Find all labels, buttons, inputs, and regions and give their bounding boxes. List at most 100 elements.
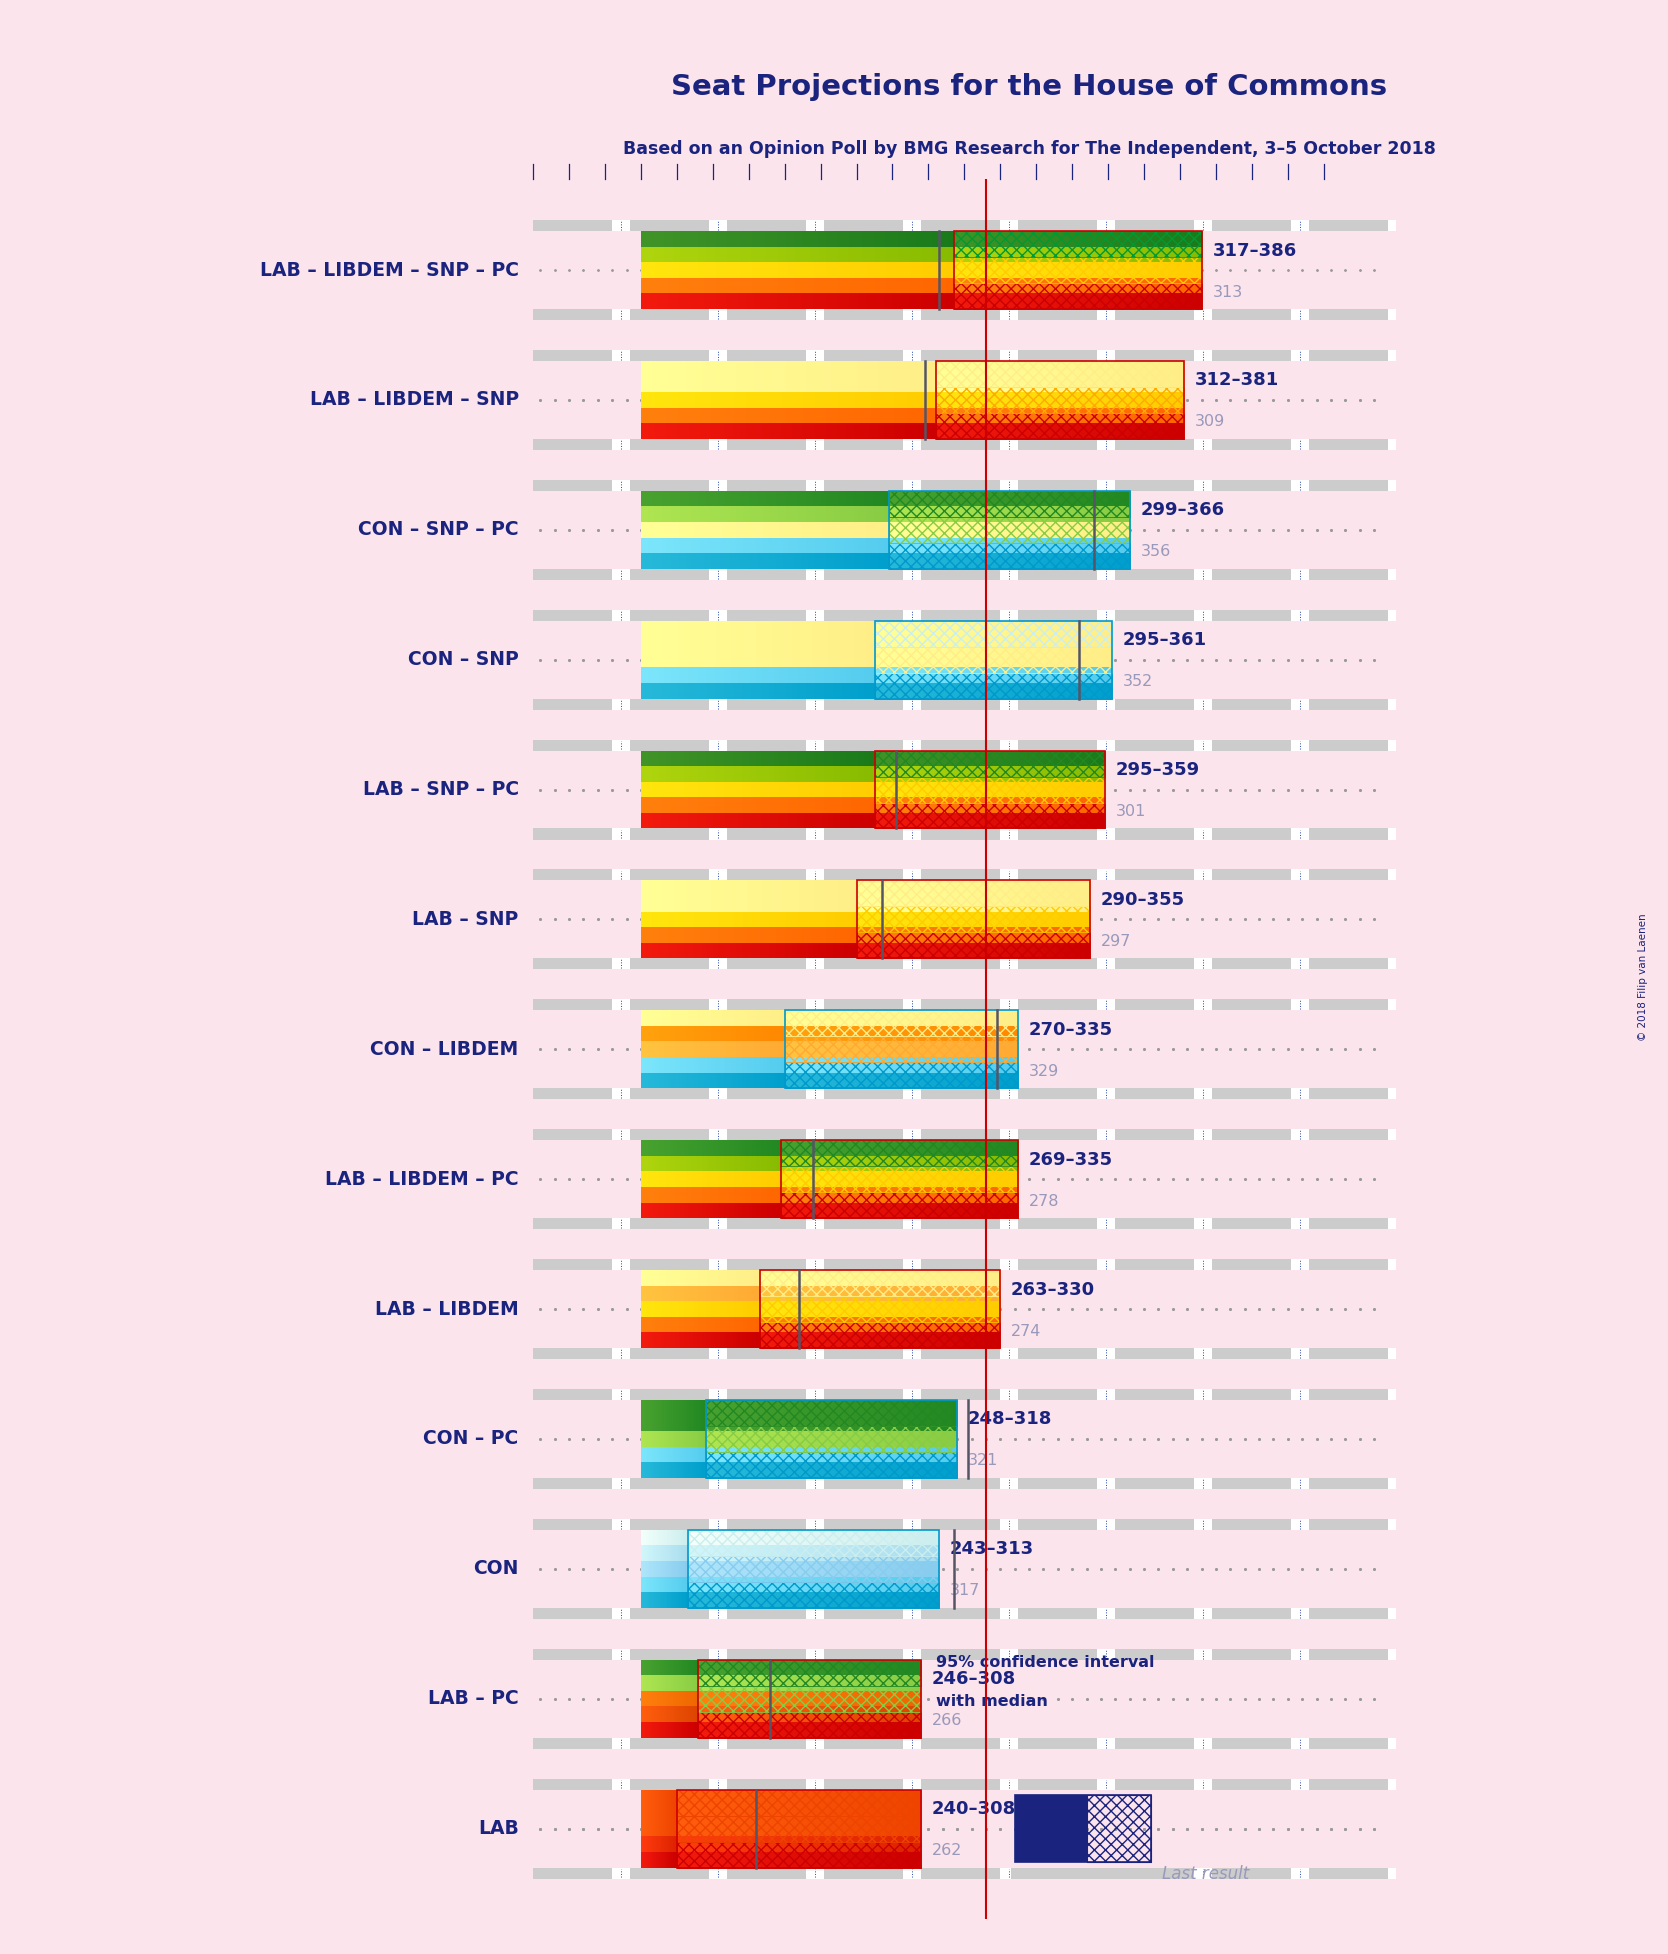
Bar xyxy=(882,1790,884,1805)
Bar xyxy=(781,1546,782,1561)
Bar xyxy=(1017,1217,1098,1229)
Bar xyxy=(767,1399,769,1415)
Bar xyxy=(922,1202,926,1217)
Bar xyxy=(714,490,717,506)
Bar xyxy=(899,522,902,537)
Bar xyxy=(704,361,706,377)
Bar xyxy=(841,1399,842,1415)
Bar xyxy=(964,490,966,506)
Bar xyxy=(736,928,737,942)
Bar xyxy=(979,246,981,262)
Bar xyxy=(842,928,844,942)
Bar xyxy=(644,424,647,440)
Bar xyxy=(901,1286,904,1301)
Bar xyxy=(987,231,989,246)
Bar xyxy=(736,1041,737,1057)
Bar xyxy=(791,897,792,913)
Bar xyxy=(772,1141,774,1155)
Bar xyxy=(869,1593,871,1608)
Bar xyxy=(994,506,997,522)
Bar xyxy=(1098,621,1099,637)
Bar xyxy=(766,1073,767,1088)
Bar xyxy=(871,1805,872,1821)
Bar xyxy=(777,1430,779,1446)
Bar xyxy=(956,1333,957,1348)
Bar xyxy=(924,1593,927,1608)
Bar xyxy=(726,897,727,913)
Bar xyxy=(1131,361,1133,377)
Bar xyxy=(744,1690,746,1706)
Bar xyxy=(941,668,942,684)
Bar xyxy=(827,684,829,700)
Bar xyxy=(874,1073,876,1088)
Bar xyxy=(732,262,734,277)
Bar xyxy=(646,1317,649,1333)
Bar xyxy=(834,1286,836,1301)
Bar xyxy=(841,1593,842,1608)
Bar xyxy=(857,1170,859,1186)
Bar xyxy=(631,309,709,320)
Bar xyxy=(989,913,991,928)
Bar xyxy=(1006,668,1007,684)
Bar xyxy=(979,408,981,424)
Bar xyxy=(759,1057,761,1073)
Bar xyxy=(792,1446,794,1462)
Bar xyxy=(804,1317,806,1333)
Bar xyxy=(706,1446,707,1462)
Bar xyxy=(827,1805,829,1821)
Bar xyxy=(1068,668,1069,684)
Text: 248–318: 248–318 xyxy=(967,1411,1053,1428)
Bar xyxy=(824,1790,826,1805)
Bar xyxy=(754,797,756,813)
Bar xyxy=(837,621,839,637)
Bar xyxy=(742,766,744,782)
Bar xyxy=(869,1561,871,1577)
Bar xyxy=(814,928,816,942)
Bar xyxy=(1001,1057,1002,1073)
Bar xyxy=(1022,506,1024,522)
Bar xyxy=(1031,684,1032,700)
Bar xyxy=(654,424,656,440)
Bar xyxy=(969,1186,972,1202)
Bar xyxy=(666,1186,667,1202)
Bar xyxy=(847,1446,849,1462)
Bar xyxy=(1099,522,1101,537)
Bar xyxy=(1063,782,1066,797)
Bar xyxy=(799,1057,801,1073)
Bar xyxy=(1017,440,1098,449)
Bar xyxy=(727,1675,729,1690)
Bar xyxy=(982,928,984,942)
Bar xyxy=(1068,637,1069,653)
Bar xyxy=(834,942,836,957)
Bar xyxy=(721,1530,722,1546)
Bar xyxy=(901,1399,904,1415)
Bar xyxy=(794,782,796,797)
Bar xyxy=(761,553,764,569)
Bar xyxy=(814,1010,816,1026)
Bar xyxy=(734,1530,736,1546)
Bar xyxy=(709,262,711,277)
Bar xyxy=(1116,1088,1194,1100)
Bar xyxy=(729,621,731,637)
Bar xyxy=(727,522,729,537)
Bar xyxy=(1034,897,1036,913)
Bar xyxy=(801,1805,802,1821)
Bar xyxy=(1061,231,1063,246)
Bar xyxy=(897,246,899,262)
Bar xyxy=(687,1141,689,1155)
Bar xyxy=(649,684,651,700)
Bar xyxy=(779,913,781,928)
Bar xyxy=(696,782,697,797)
Bar xyxy=(666,506,667,522)
Bar xyxy=(792,393,794,408)
Bar xyxy=(776,490,777,506)
Bar xyxy=(831,942,834,957)
Bar xyxy=(802,1041,804,1057)
Bar xyxy=(1006,490,1007,506)
Bar xyxy=(734,1577,736,1593)
Bar xyxy=(797,1805,799,1821)
Bar xyxy=(676,1333,677,1348)
Bar xyxy=(1039,277,1042,293)
Bar xyxy=(829,231,831,246)
Bar xyxy=(859,1270,861,1286)
